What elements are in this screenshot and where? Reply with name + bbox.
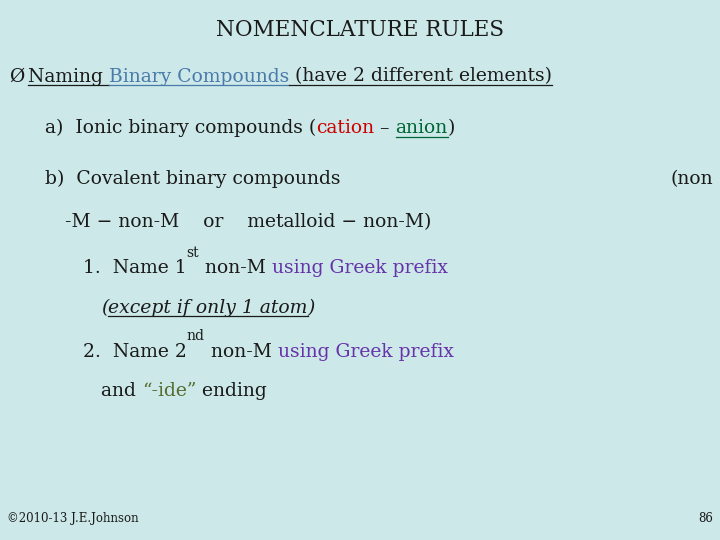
Text: st: st	[186, 246, 199, 260]
Text: nd: nd	[186, 329, 204, 343]
Text: b)  Covalent binary compounds: b) Covalent binary compounds	[45, 170, 340, 188]
Text: and: and	[101, 382, 142, 400]
Text: non-M: non-M	[199, 259, 272, 277]
Text: ending: ending	[196, 382, 267, 400]
Text: 86: 86	[698, 512, 713, 525]
Text: (: (	[101, 299, 108, 316]
Text: using Greek prefix: using Greek prefix	[272, 259, 448, 277]
Text: using Greek prefix: using Greek prefix	[277, 343, 454, 361]
Text: ): )	[448, 119, 455, 137]
Text: -M − non-M    or    metalloid − non-M): -M − non-M or metalloid − non-M)	[65, 213, 431, 231]
Text: (have 2 different elements): (have 2 different elements)	[289, 68, 552, 85]
Text: cation: cation	[316, 119, 374, 137]
Text: non-M: non-M	[204, 343, 277, 361]
Text: a)  Ionic binary compounds (: a) Ionic binary compounds (	[45, 119, 316, 137]
Text: 2.  Name 2: 2. Name 2	[83, 343, 186, 361]
Text: –: –	[374, 119, 395, 137]
Text: Naming: Naming	[28, 68, 109, 85]
Text: except if only 1 atom: except if only 1 atom	[108, 299, 307, 316]
Text: Binary Compounds: Binary Compounds	[109, 68, 289, 85]
Text: Ø: Ø	[9, 68, 24, 85]
Text: NOMENCLATURE RULES: NOMENCLATURE RULES	[216, 19, 504, 41]
Text: 1.  Name 1: 1. Name 1	[83, 259, 186, 277]
Text: ): )	[307, 299, 315, 316]
Text: “-ide”: “-ide”	[142, 382, 196, 400]
Text: (non: (non	[670, 170, 713, 188]
Text: ©2010-13 J.E.Johnson: ©2010-13 J.E.Johnson	[7, 512, 139, 525]
Text: anion: anion	[395, 119, 448, 137]
